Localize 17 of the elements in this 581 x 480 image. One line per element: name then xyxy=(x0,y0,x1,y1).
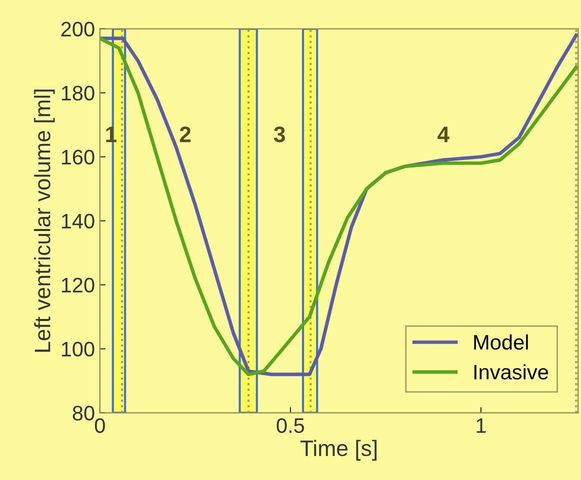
x-tick-label: 0.5 xyxy=(276,418,304,433)
y-tick-label: 200 xyxy=(61,22,94,37)
x-axis-title: Time [s] xyxy=(300,440,377,461)
y-tick-label: 180 xyxy=(62,86,94,101)
y-tick-label: 100 xyxy=(62,342,94,357)
x-tick-label: 0 xyxy=(94,418,105,433)
annotation: 2 xyxy=(180,126,191,142)
x-tick-label: 1 xyxy=(476,418,486,433)
y-tick-label: 140 xyxy=(62,214,94,229)
legend-label: Model xyxy=(474,334,528,350)
y-tick-label: 160 xyxy=(62,150,94,165)
annotation: 4 xyxy=(438,126,450,142)
y-axis-title: Left ventricular volume [ml] xyxy=(34,90,55,352)
annotation: 3 xyxy=(274,126,285,142)
y-tick-label: 80 xyxy=(72,406,94,421)
y-tick-label: 120 xyxy=(62,278,94,293)
legend-label: Invasive xyxy=(474,364,548,380)
